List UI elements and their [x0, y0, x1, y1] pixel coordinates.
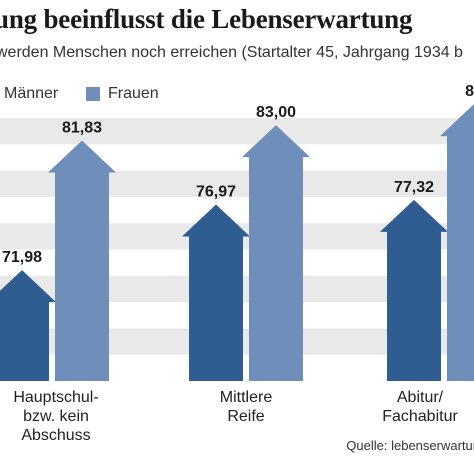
source-note: Quelle: lebenserwartun [346, 438, 474, 453]
bar-frauen-1 [242, 125, 310, 382]
chart-subtitle: werden Menschen noch erreichen (Startalt… [0, 44, 463, 61]
data-label-maenner-1: 76,97 [196, 183, 236, 200]
legend-item-frauen: Frauen [86, 85, 159, 102]
category-label-1: Mittlere Reife [219, 389, 273, 425]
bar-maenner-2 [380, 199, 448, 381]
legend-label-frauen: Frauen [108, 85, 159, 102]
data-label-frauen-0: 81,83 [62, 120, 102, 137]
grid-band [0, 118, 474, 145]
data-label-maenner-2: 77,32 [394, 179, 434, 196]
chart-title: ung beeinflusst die Lebenserwartung [0, 4, 413, 34]
legend-label-maenner: Männer [4, 85, 59, 102]
data-label-maenner-0: 71,98 [2, 249, 42, 266]
bar-frauen-2 [440, 104, 474, 381]
legend-item-maenner: Männer [0, 85, 59, 102]
category-label-2: Abitur/Fachabitur [382, 389, 458, 425]
legend-swatch-frauen [86, 87, 100, 101]
data-label-frauen-2: 82 [465, 83, 474, 100]
bar-maenner-1 [182, 204, 250, 381]
data-label-frauen-1: 83,00 [256, 104, 296, 121]
category-label-0: Hauptschul-bzw. kein Abschuss [13, 389, 99, 444]
bar-frauen-0 [48, 140, 116, 381]
bar-maenner-0 [0, 270, 56, 381]
